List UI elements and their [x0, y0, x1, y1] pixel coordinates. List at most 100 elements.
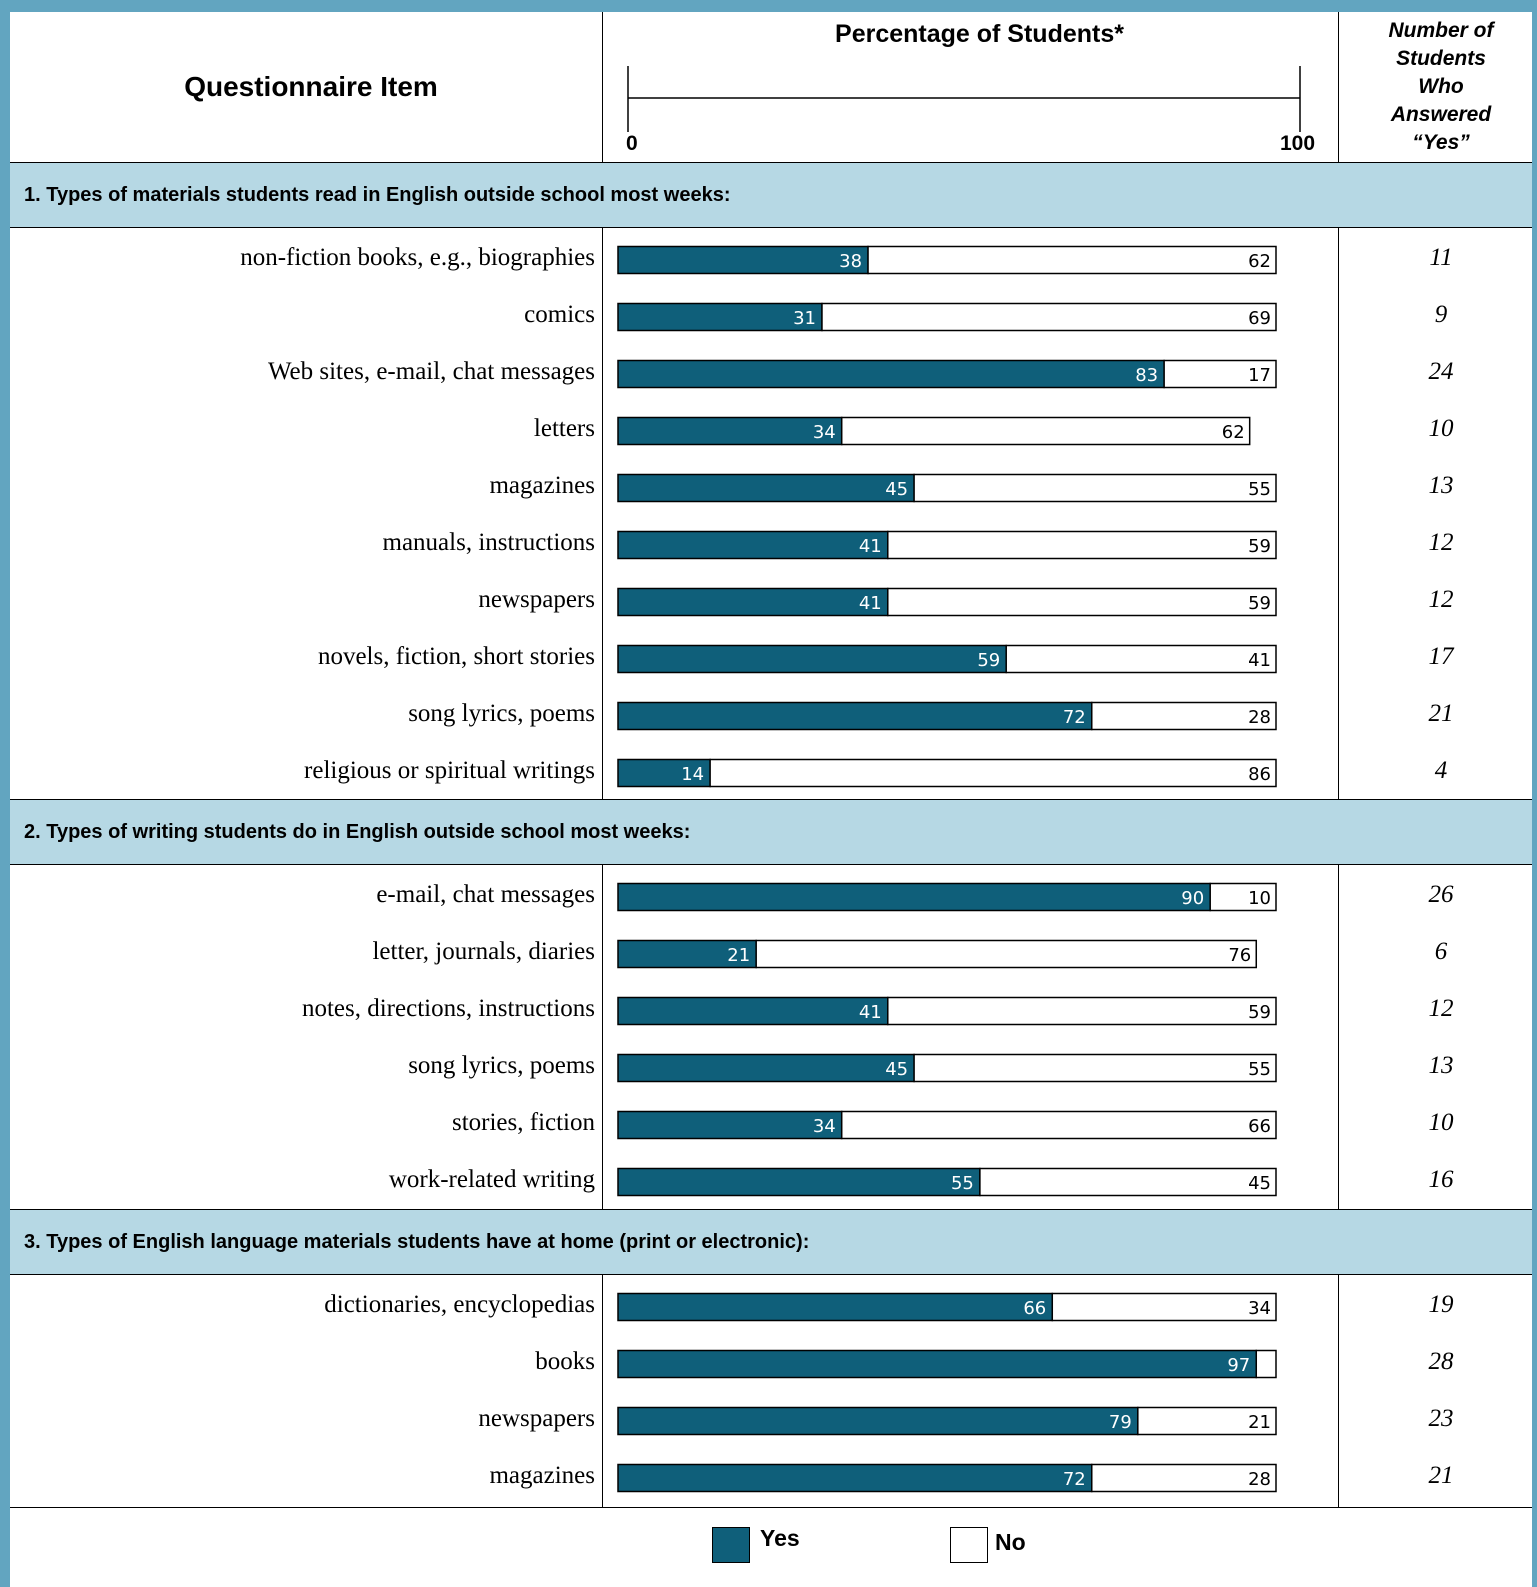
yes-count: 11 — [1429, 244, 1453, 271]
item-label: comics — [524, 301, 595, 328]
label-column-divider — [602, 12, 603, 1507]
count-header-line: “Yes” — [1412, 131, 1470, 154]
yes-count: 28 — [1428, 1348, 1454, 1375]
item-label: song lyrics, poems — [408, 1052, 595, 1079]
item-label: dictionaries, encyclopedias — [324, 1291, 595, 1318]
bar-yes — [617, 587, 889, 617]
yes-count: 23 — [1428, 1405, 1454, 1432]
section-title: 2. Types of writing students do in Engli… — [10, 799, 1532, 865]
bar-yes-value-label: 97 — [1227, 1355, 1250, 1376]
bar-yes — [617, 473, 915, 503]
bar-yes-value-label: 72 — [1063, 1469, 1086, 1490]
bar-yes-value-label: 59 — [977, 650, 1000, 671]
bar-yes-value-label: 79 — [1109, 1412, 1132, 1433]
bar-yes — [617, 302, 823, 332]
count-header-line: Students — [1396, 47, 1486, 70]
bar-no — [979, 1167, 1277, 1197]
section-title: 1. Types of materials students read in E… — [10, 162, 1532, 228]
bar-no — [887, 530, 1277, 560]
yes-count: 21 — [1428, 1462, 1454, 1489]
bar-no — [755, 939, 1258, 969]
item-label: notes, directions, instructions — [301, 995, 595, 1022]
bar-no-value-label: 10 — [1248, 888, 1271, 909]
percentage-axis — [627, 66, 1301, 132]
bar-no — [913, 473, 1277, 503]
bar-no — [840, 1110, 1277, 1140]
bar-yes — [617, 1110, 843, 1140]
item-label: newspapers — [478, 586, 595, 613]
item-label: newspapers — [478, 1405, 595, 1432]
bar-yes — [617, 1463, 1093, 1493]
bar-no — [867, 245, 1277, 275]
yes-count: 10 — [1428, 1109, 1454, 1136]
bar-yes — [617, 644, 1007, 674]
bar-yes — [617, 939, 757, 969]
yes-count: 4 — [1434, 757, 1448, 784]
item-label: e-mail, chat messages — [376, 881, 595, 908]
yes-count: 17 — [1428, 643, 1454, 670]
item-label: religious or spiritual writings — [304, 757, 595, 784]
chart-frame: Questionnaire Item Percentage of Student… — [10, 12, 1532, 1587]
bar-no — [913, 1053, 1277, 1083]
yes-count: 12 — [1428, 529, 1454, 556]
bar-no — [887, 587, 1277, 617]
bar-yes — [617, 882, 1211, 912]
yes-count: 9 — [1434, 301, 1448, 328]
yes-count: 6 — [1434, 938, 1448, 965]
legend-yes-label: Yes — [760, 1525, 800, 1551]
bar-yes — [617, 1167, 981, 1197]
bar-no-value-label: 45 — [1248, 1173, 1271, 1194]
count-header-line: Who — [1418, 75, 1464, 98]
bar-yes-value-label: 31 — [793, 308, 816, 329]
item-label: Web sites, e-mail, chat messages — [267, 358, 595, 385]
bar-yes-value-label: 21 — [727, 945, 750, 966]
item-label: stories, fiction — [451, 1109, 595, 1136]
yes-count: 24 — [1428, 358, 1454, 385]
bar-yes — [617, 245, 869, 275]
bar-plot-section: 90 10 21 76 41 59 45 55 34 66 55 45 — [617, 882, 1277, 1197]
bar-yes — [617, 996, 889, 1026]
bar-yes-value-label: 34 — [813, 1116, 836, 1137]
yes-count: 10 — [1428, 415, 1454, 442]
questionnaire-item-header: Questionnaire Item — [184, 71, 438, 102]
item-label: letter, journals, diaries — [372, 938, 595, 965]
bar-no-value-label: 86 — [1248, 764, 1271, 785]
axis-min-label: 0 — [626, 132, 638, 155]
bar-no — [1137, 1406, 1277, 1436]
item-label: magazines — [489, 1462, 595, 1489]
bar-yes-value-label: 41 — [859, 536, 882, 557]
bar-yes-value-label: 38 — [839, 251, 862, 272]
bar-no-value-label: 76 — [1228, 945, 1251, 966]
count-header-line: Answered — [1390, 103, 1492, 126]
bar-yes-value-label: 41 — [859, 1002, 882, 1023]
legend-no-swatch — [950, 1527, 988, 1563]
item-label: novels, fiction, short stories — [317, 643, 595, 670]
bar-yes-value-label: 66 — [1023, 1298, 1046, 1319]
yes-count: 19 — [1428, 1291, 1454, 1318]
bar-plot-section: 38 62 31 69 83 17 34 62 45 55 41 59 41 59 59 41 72 28 14 86 — [617, 245, 1277, 788]
bar-no-value-label: 66 — [1248, 1116, 1271, 1137]
bar-no — [821, 302, 1277, 332]
bar-no-value-label: 41 — [1248, 650, 1271, 671]
item-label: song lyrics, poems — [408, 700, 595, 727]
bar-yes-value-label: 83 — [1135, 365, 1158, 386]
bar-yes-value-label: 34 — [813, 422, 836, 443]
bar-yes — [617, 1053, 915, 1083]
bar-yes — [617, 1406, 1139, 1436]
bar-no-value-label: 17 — [1248, 365, 1271, 386]
bar-yes — [617, 1292, 1054, 1322]
bar-no — [1051, 1292, 1277, 1322]
bar-no-value-label: 59 — [1248, 593, 1271, 614]
bar-no-value-label: 62 — [1222, 422, 1245, 443]
bar-yes-value-label: 72 — [1063, 707, 1086, 728]
item-label: letters — [533, 415, 595, 442]
item-label: magazines — [489, 472, 595, 499]
bar-yes — [617, 530, 889, 560]
bar-no-value-label: 55 — [1248, 479, 1271, 500]
bar-no-value-label: 69 — [1248, 308, 1271, 329]
yes-count: 21 — [1428, 700, 1454, 727]
count-column-divider — [1338, 12, 1339, 1507]
bar-yes-value-label: 45 — [885, 1059, 908, 1080]
bar-no — [1255, 1349, 1277, 1379]
bar-no-value-label: 28 — [1248, 707, 1271, 728]
